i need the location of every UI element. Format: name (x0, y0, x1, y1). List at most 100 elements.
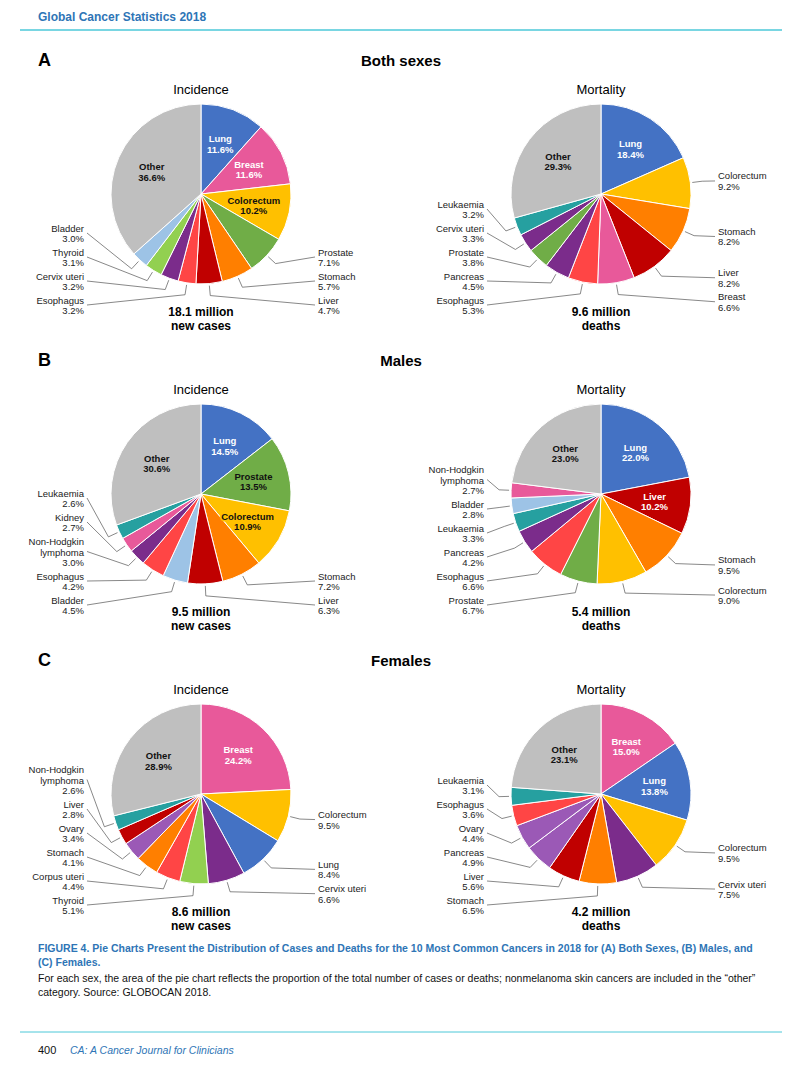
slice-category: Esophagus (436, 294, 484, 305)
leader-line (87, 285, 187, 305)
slice-category: Breast (718, 291, 746, 302)
leader-line (487, 809, 512, 819)
pie-slice (201, 704, 291, 794)
slice-category: Bladder (51, 222, 84, 233)
slice-value-label: 4.7% (318, 305, 340, 316)
slice-value-label: 28.9% (145, 761, 172, 772)
slice-category: Kidney (55, 511, 84, 522)
slice-value-label: 5.3% (462, 305, 484, 316)
text-line: Thyroid (52, 894, 84, 905)
pie-slice (512, 404, 601, 494)
leader-line (487, 878, 563, 887)
leader-line (87, 257, 152, 281)
slice-value-label: 7.1% (318, 257, 340, 268)
pie-total: 4.2 milliondeaths (572, 905, 631, 933)
section-title: Both sexes (361, 52, 441, 69)
slice-category: Other (144, 452, 170, 463)
slice-value-label: 8.2% (718, 236, 740, 247)
slice-value-label: 11.6% (236, 169, 263, 180)
slice-category: Liver (718, 267, 739, 278)
leader-line (487, 785, 509, 797)
slice-category: Other (553, 442, 579, 453)
text-line: Cervix uteri (718, 878, 766, 889)
slice-category: Non-Hodgkinlymphoma (29, 763, 85, 785)
slice-category: Corpus uteri (32, 870, 84, 881)
leader-line (487, 233, 524, 249)
text-line: Thyroid (52, 246, 84, 257)
slice-value-label: 4.2% (62, 581, 84, 592)
text-line: 9.6 million (572, 305, 631, 319)
caption: FIGURE 4. Pie Charts Present the Distrib… (38, 942, 764, 1003)
pie-title: Incidence (173, 382, 229, 397)
text-line: Stomach (318, 270, 356, 281)
slice-category: Prostate (449, 246, 484, 257)
section-label: B (38, 350, 51, 370)
slice-value-label: 3.3% (462, 233, 484, 244)
slice-category: Other (146, 750, 172, 761)
slice-value-label: 7.2% (318, 581, 340, 592)
text-line: Pancreas (444, 546, 484, 557)
footer-rule (20, 1032, 782, 1033)
slice-category: Non-Hodgkinlymphoma (29, 535, 85, 557)
text-line: lymphoma (40, 546, 85, 557)
leader-line (487, 257, 537, 267)
slice-value-label: 15.0% (613, 746, 640, 757)
slice-category: Bladder (451, 498, 484, 509)
slice-value-label: 10.9% (234, 521, 261, 532)
text-line: Lung (318, 858, 339, 869)
slice-value-label: 24.2% (225, 755, 252, 766)
text-line: Esophagus (436, 294, 484, 305)
slice-category: Pancreas (444, 546, 484, 557)
text-line: 9.5 million (172, 605, 231, 619)
slice-category: Ovary (59, 822, 85, 833)
slice-value-label: 23.0% (552, 453, 579, 464)
slice-category: Prostate (235, 470, 273, 481)
slice-value-label: 3.6% (462, 809, 484, 820)
slice-category: Other (545, 150, 571, 161)
slice-category: Esophagus (436, 798, 484, 809)
slice-value-label: 4.5% (462, 281, 484, 292)
slice-value-label: 3.2% (62, 305, 84, 316)
text-line: Liver (318, 594, 339, 605)
slice-value-label: 9.5% (718, 565, 740, 576)
text-line: Prostate (449, 246, 484, 257)
slice-category: Breast (234, 158, 264, 169)
text-line: Pancreas (444, 846, 484, 857)
slice-category: Colorectum (221, 510, 274, 521)
slice-value-label: 13.5% (240, 481, 267, 492)
slice-category: Esophagus (36, 570, 84, 581)
text-line: 4.2 million (572, 905, 631, 919)
pie (111, 404, 291, 584)
slice-category: Prostate (318, 246, 353, 257)
caption-title: FIGURE 4. Pie Charts Present the Distrib… (38, 942, 764, 969)
leader-line (290, 817, 315, 820)
slice-category: Non-Hodgkinlymphoma (429, 463, 485, 485)
slice-value-label: 18.4% (617, 149, 644, 160)
leader-line (656, 268, 715, 278)
text-line: Stomach (718, 225, 756, 236)
pie (511, 404, 691, 584)
pie-title: Mortality (576, 82, 626, 97)
slice-category: Lung (643, 775, 666, 786)
text-line: Bladder (51, 222, 84, 233)
text-line: Other (144, 452, 170, 463)
text-line: Other (553, 442, 579, 453)
text-line: Prostate (318, 246, 353, 257)
pie-slice (511, 704, 601, 794)
slice-category: Stomach (318, 570, 356, 581)
leader-line (668, 557, 715, 565)
pie-total: 18.1 millionnew cases (168, 305, 233, 333)
text-line: Cervix uteri (36, 270, 84, 281)
text-line: Non-Hodgkin (29, 763, 84, 774)
leader-line (677, 846, 715, 853)
text-line: Breast (223, 744, 253, 755)
leader-line (205, 586, 315, 605)
leader-line (487, 523, 514, 533)
pie-slice (597, 494, 646, 584)
slice-category: Lung (213, 435, 236, 446)
page: Global Cancer Statistics 2018ABoth sexes… (0, 0, 802, 1072)
text-line: Other (545, 150, 571, 161)
text-line: Stomach (47, 846, 85, 857)
slice-value-label: 6.6% (462, 581, 484, 592)
text-line: Ovary (459, 822, 485, 833)
